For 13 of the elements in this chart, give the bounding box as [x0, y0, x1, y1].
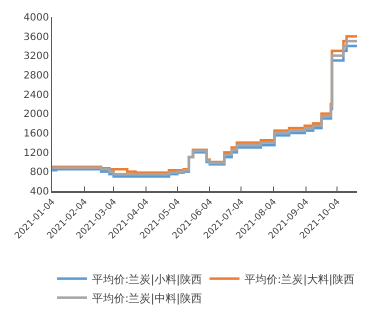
legend-label: 平均价:兰炭|大料|陕西 — [244, 272, 355, 286]
y-tick-label: 2000 — [24, 109, 49, 120]
y-tick-label: 2800 — [24, 70, 49, 82]
y-tick-label: 3200 — [24, 51, 49, 62]
y-tick-label: 400 — [30, 186, 49, 198]
y-tick-label: 1600 — [24, 128, 49, 140]
y-tick-label: 800 — [30, 167, 49, 178]
legend-label: 平均价:兰炭|小料|陕西 — [92, 272, 202, 286]
y-tick-label: 3600 — [24, 32, 49, 43]
y-tick-label: 1200 — [24, 148, 49, 159]
y-tick-label: 2400 — [24, 90, 49, 101]
y-tick-label: 4000 — [24, 12, 49, 24]
legend-label: 平均价:兰炭|中料|陕西 — [92, 292, 202, 305]
